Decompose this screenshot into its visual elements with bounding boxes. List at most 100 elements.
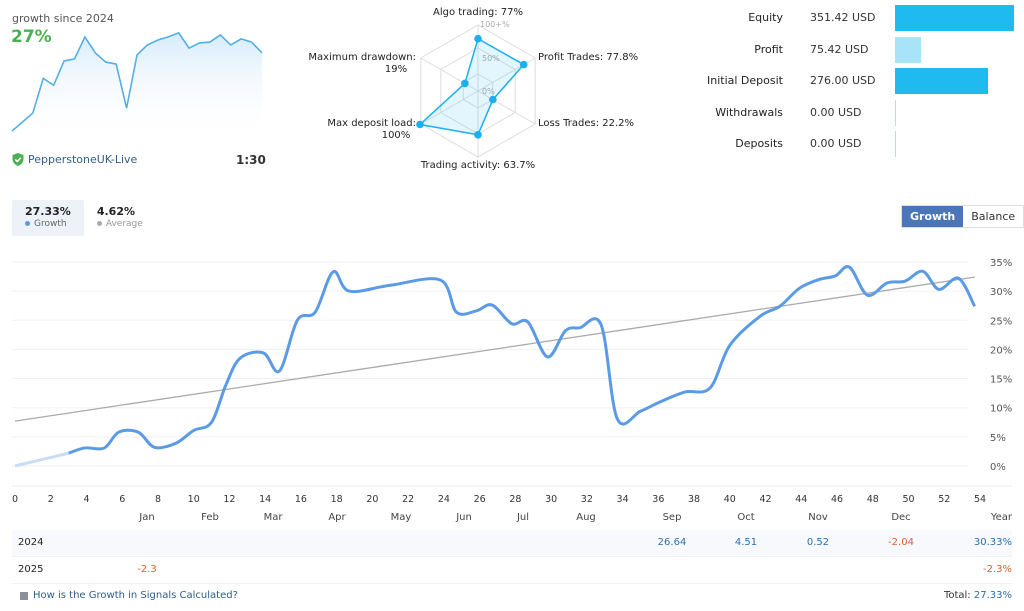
average-value: 4.62%: [96, 205, 135, 218]
stat-value: 75.42 USD: [810, 42, 869, 56]
x-tick-label: 30: [545, 494, 557, 505]
stat-label: Deposits: [735, 137, 783, 150]
x-tick-label: 42: [760, 494, 772, 505]
stat-bar: [895, 5, 1014, 31]
growth-value: 27.33%: [25, 205, 71, 218]
x-tick-label: 38: [688, 494, 700, 505]
radar-axis-label: Max deposit load: 100%: [327, 118, 416, 141]
y-tick-label: 15%: [990, 375, 1012, 386]
month-header: Oct: [737, 512, 755, 523]
tab-average[interactable]: 4.62% Average: [84, 200, 156, 236]
x-tick-label: 4: [83, 494, 89, 505]
y-tick-label: 20%: [990, 345, 1012, 356]
stat-label: Profit: [754, 42, 783, 56]
radar-point: [489, 95, 497, 104]
table-header: Jan Feb Mar Apr May Jun Jul Aug Sep Oct Nov Dec Year: [12, 505, 1012, 531]
growth-help-text: How is the Growth in Signals Calculated?: [33, 590, 238, 601]
verified-shield-icon: [12, 153, 24, 166]
year-total: 30.33%: [973, 537, 1012, 548]
month-header: Mar: [263, 512, 283, 523]
x-tick-label: 52: [938, 494, 950, 505]
stat-label: Equity: [748, 11, 783, 24]
x-tick-label: 24: [438, 494, 450, 505]
growth-line: [68, 265, 976, 455]
x-tick-label: 28: [509, 494, 521, 505]
x-tick-label: 12: [223, 494, 235, 505]
radar-axis-label: Trading activity: 63.7%: [420, 160, 535, 171]
stat-value: 0.00 USD: [810, 137, 862, 150]
growth-dot-icon: [25, 221, 30, 226]
stat-bar: [895, 131, 896, 157]
x-tick-label: 36: [652, 494, 664, 505]
radar-point: [474, 34, 482, 43]
x-tick-label: 44: [795, 494, 807, 505]
average-line: [14, 276, 975, 422]
radar-axis-label: Loss Trades: 22.2%: [538, 118, 634, 129]
month-header: Sep: [662, 512, 682, 523]
radar-axis-label: Algo trading: 77%: [433, 7, 523, 18]
average-dot-icon: [96, 221, 102, 226]
x-tick-label: 46: [831, 494, 843, 505]
tab-growth[interactable]: 27.33% Growth: [12, 200, 84, 236]
x-tick-label: 6: [119, 494, 125, 505]
summary-tabs: 27.33% Growth 4.62% Average: [12, 200, 156, 236]
stat-bar: [895, 36, 921, 63]
x-tick-label: 34: [617, 494, 629, 505]
radar-spoke: [420, 57, 479, 92]
radar-axis-label: Maximum drawdown: 19%: [308, 52, 416, 75]
x-tick-label: 48: [867, 494, 879, 505]
radar-chart: 0% 50% 100+% Algo trading: 77% Profit Trades…: [308, 7, 638, 171]
month-value: -2.3: [137, 564, 157, 575]
x-tick-label: 8: [155, 494, 161, 505]
year-cell: 2024: [18, 537, 44, 548]
x-tick-label: 26: [474, 494, 486, 505]
growth-button[interactable]: Growth: [902, 206, 964, 227]
mini-growth-value: 27%: [11, 27, 52, 47]
radar-point: [519, 60, 528, 69]
average-label: Average: [105, 219, 143, 229]
month-header: Jun: [456, 512, 472, 523]
stat-row-deposits: Deposits 0.00 USD: [690, 131, 1024, 161]
month-header: Jan: [139, 512, 155, 523]
growth-chart: 0%5%10%15%20%25%30%35%0 2 4 6 8 10 12 14 16 18 20 2…: [12, 258, 1012, 505]
y-tick-label: 5%: [990, 433, 1006, 444]
radar-point: [474, 130, 482, 139]
y-tick-label: 30%: [990, 287, 1012, 298]
year-header: Year: [990, 512, 1012, 523]
month-value: -2.04: [888, 537, 914, 548]
radar-spoke: [420, 90, 479, 125]
y-tick-label: 0%: [990, 462, 1006, 473]
leverage: 1:30: [236, 153, 266, 167]
growth-line-start: [14, 451, 69, 468]
month-value: 4.51: [734, 537, 758, 548]
y-tick-label: 10%: [990, 404, 1012, 415]
radar-area: [418, 37, 525, 136]
total-label: Total:: [943, 590, 971, 601]
x-tick-label: 18: [331, 494, 343, 505]
stat-row-initial-deposit: Initial Deposit 276.00 USD: [690, 68, 1024, 98]
y-tick-label: 25%: [990, 316, 1012, 327]
chart-mode-switch: Growth Balance: [901, 205, 1024, 228]
balance-button[interactable]: Balance: [971, 210, 1016, 223]
help-icon: [20, 591, 28, 600]
growth-help-link[interactable]: How is the Growth in Signals Calculated?: [20, 590, 238, 601]
mini-growth-chart: [11, 31, 263, 140]
x-tick-label: 16: [295, 494, 307, 505]
month-header: Nov: [808, 512, 828, 523]
radar-point: [416, 120, 424, 129]
radar-ring-label: 100+%: [480, 20, 510, 29]
radar-spoke: [477, 90, 536, 125]
radar-ring-label: 50%: [482, 54, 500, 63]
broker-link[interactable]: PepperstoneUK-Live: [12, 153, 137, 166]
month-value: 26.64: [657, 537, 687, 548]
stat-value: 276.00 USD: [810, 74, 876, 87]
stat-bar: [895, 68, 989, 94]
stat-label: Initial Deposit: [707, 74, 783, 87]
x-tick-label: 32: [581, 494, 593, 505]
month-header: Feb: [201, 512, 219, 523]
month-header: Aug: [576, 512, 596, 523]
x-tick-label: 22: [402, 494, 414, 505]
radar-axis-label: Profit Trades: 77.8%: [538, 52, 638, 63]
broker-name: PepperstoneUK-Live: [28, 153, 138, 166]
x-tick-label: 14: [259, 494, 271, 505]
